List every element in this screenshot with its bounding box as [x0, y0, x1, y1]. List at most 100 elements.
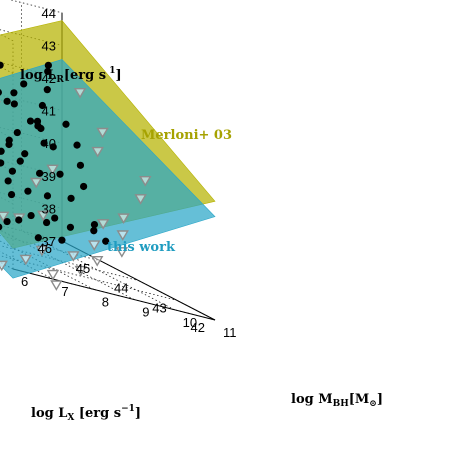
x-tick-label: 6 [21, 274, 28, 289]
detection-point [7, 190, 16, 199]
upper-limit-point [117, 213, 130, 225]
upper-limit-point [88, 240, 101, 251]
detection-point [40, 139, 48, 147]
detection-point [13, 128, 21, 137]
y-tick-label: 45 [76, 261, 90, 276]
x-tick-label: 7 [61, 284, 68, 299]
detection-point [21, 150, 29, 158]
detection-point [34, 122, 42, 130]
detection-point [76, 161, 85, 169]
y-tick-label: 43 [152, 300, 166, 315]
data-points [0, 61, 152, 291]
detection-point [34, 234, 42, 242]
upper-limit-point [35, 245, 49, 257]
detection-point [0, 61, 4, 69]
plane-this-work [0, 59, 216, 279]
detection-point [58, 236, 66, 244]
z-tick-label: 40 [42, 136, 56, 151]
y-tick-label: 44 [114, 281, 128, 296]
z-tick-label: 42 [42, 71, 56, 86]
detection-point [43, 192, 52, 200]
grid-line [0, 240, 94, 290]
upper-limit-point [73, 87, 87, 99]
detection-point [90, 220, 99, 229]
x-axis-label: log MBH[M⊙] [291, 392, 383, 409]
grid-line [0, 255, 177, 301]
detection-point [102, 237, 110, 245]
upper-limit-point [139, 175, 152, 187]
detection-point [26, 117, 35, 125]
upper-limit-point [115, 247, 129, 258]
detection-point [38, 101, 47, 110]
detection-point [67, 194, 75, 202]
detection-point [3, 97, 11, 105]
upper-limit-point [29, 177, 43, 189]
upper-limit-point [134, 194, 147, 205]
detection-point [20, 80, 28, 88]
x-tick-label: 9 [142, 305, 149, 320]
z-axis-label: log LR[erg s 1] [20, 66, 122, 85]
z-tick-label: 41 [42, 104, 56, 119]
upper-limit-point [96, 127, 109, 139]
upper-limit-point [74, 265, 88, 277]
plane-label-this-work: this work [107, 240, 176, 255]
z-tick-label: 38 [42, 201, 56, 216]
x-axis-line [12, 268, 216, 321]
detection-point [0, 147, 5, 155]
detection-point [44, 61, 52, 69]
grid-line [0, 229, 135, 300]
detection-point [80, 182, 88, 191]
upper-limit-point [91, 146, 104, 158]
detection-point [43, 86, 51, 94]
upper-limit-point [67, 251, 80, 262]
upper-limit-point [46, 269, 60, 281]
y-tick-label: 46 [38, 241, 52, 256]
tick-labels: 37 38 39 40 41 42 43 44 42 43 44 45 46 6 7 8 9 10 11 [21, 6, 237, 340]
x-tick-label: 10 [183, 315, 197, 330]
detection-point [44, 67, 52, 76]
z-tick-label: 43 [42, 38, 56, 53]
detection-point [8, 167, 16, 175]
y-axis-label: log LX [erg s−1] [31, 404, 141, 423]
detection-point [73, 141, 81, 149]
detection-point [43, 218, 51, 227]
x-tick-label: 11 [223, 325, 237, 340]
grid-line [21, 230, 175, 311]
detection-point [56, 170, 64, 178]
upper-limit-point [50, 280, 63, 291]
regression-planes [0, 20, 216, 279]
detection-point [15, 216, 23, 224]
detection-point [0, 223, 3, 231]
detection-point [62, 120, 70, 128]
detection-point [66, 223, 75, 231]
x-tick-label: 8 [102, 294, 109, 309]
detection-point [4, 177, 12, 185]
detection-point [16, 157, 24, 165]
detection-point [51, 214, 59, 222]
detection-point [5, 140, 13, 149]
upper-limit-point [0, 260, 8, 272]
upper-limit-point [90, 255, 104, 267]
detection-point [24, 187, 32, 195]
z-tick-label: 44 [42, 6, 56, 21]
z-tick-label: 39 [42, 169, 56, 184]
plane-label-merloni: Merloni+ 03 [141, 128, 232, 143]
upper-limit-point [96, 219, 110, 230]
detection-point [10, 100, 18, 108]
detection-point [0, 159, 5, 167]
upper-limit-point [46, 164, 59, 176]
detection-point [3, 217, 11, 226]
detection-point [0, 89, 2, 96]
z-tick-label: 37 [42, 234, 56, 249]
detection-point [27, 211, 35, 220]
upper-limit-point [0, 211, 10, 223]
upper-limit-point [116, 230, 129, 241]
detection-point [49, 143, 57, 151]
detection-point [10, 89, 18, 97]
y-tick-label: 42 [191, 320, 205, 335]
detection-point [36, 169, 44, 177]
upper-limit-point [36, 210, 50, 222]
upper-limit-point [19, 254, 32, 266]
detection-point [90, 227, 98, 235]
